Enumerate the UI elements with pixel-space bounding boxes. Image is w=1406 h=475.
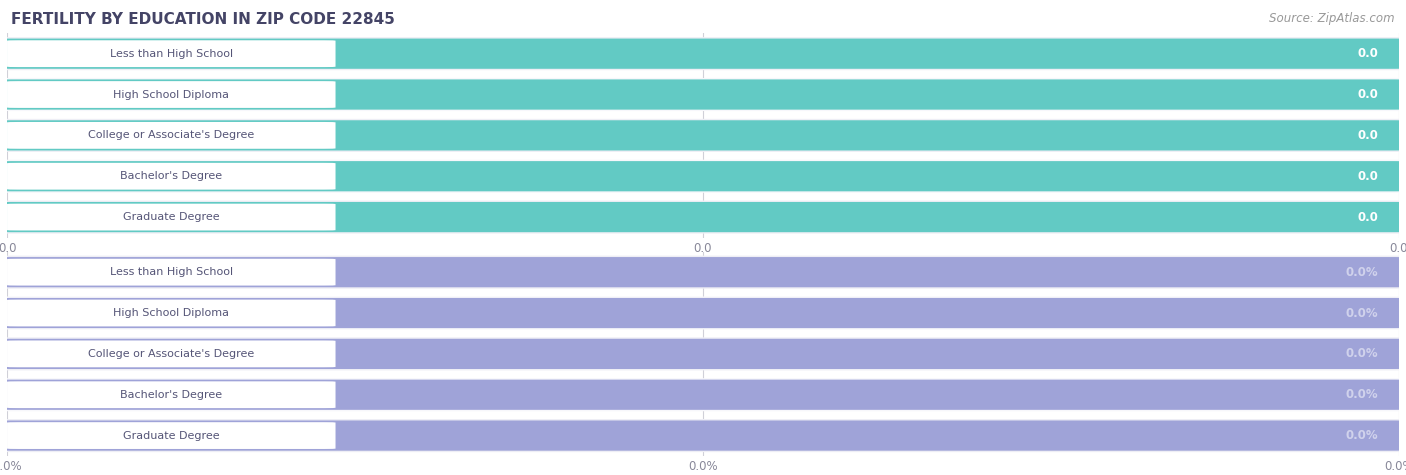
Text: 0.0: 0.0 (1357, 210, 1378, 224)
Text: 0.0%: 0.0% (1346, 429, 1378, 442)
FancyBboxPatch shape (0, 79, 1406, 110)
FancyBboxPatch shape (3, 78, 1403, 111)
FancyBboxPatch shape (0, 202, 1406, 232)
FancyBboxPatch shape (7, 300, 336, 326)
FancyBboxPatch shape (0, 298, 1406, 328)
FancyBboxPatch shape (3, 37, 1403, 70)
FancyBboxPatch shape (3, 256, 1403, 289)
FancyBboxPatch shape (0, 380, 1406, 410)
FancyBboxPatch shape (3, 200, 1403, 234)
FancyBboxPatch shape (7, 163, 336, 190)
FancyBboxPatch shape (0, 420, 1406, 451)
FancyBboxPatch shape (3, 119, 1403, 152)
FancyBboxPatch shape (0, 257, 1406, 287)
FancyBboxPatch shape (7, 381, 336, 408)
Text: 0.0: 0.0 (1357, 88, 1378, 101)
Text: Source: ZipAtlas.com: Source: ZipAtlas.com (1270, 12, 1395, 25)
FancyBboxPatch shape (3, 419, 1403, 452)
Text: 0.0%: 0.0% (1346, 388, 1378, 401)
Text: Bachelor's Degree: Bachelor's Degree (121, 390, 222, 400)
FancyBboxPatch shape (7, 422, 336, 449)
Text: High School Diploma: High School Diploma (114, 89, 229, 100)
Text: Less than High School: Less than High School (110, 48, 233, 59)
FancyBboxPatch shape (0, 339, 1406, 369)
Text: College or Associate's Degree: College or Associate's Degree (89, 349, 254, 359)
FancyBboxPatch shape (3, 296, 1403, 330)
Text: 0.0%: 0.0% (1346, 266, 1378, 279)
FancyBboxPatch shape (3, 378, 1403, 411)
Text: Graduate Degree: Graduate Degree (122, 430, 219, 441)
FancyBboxPatch shape (0, 120, 1406, 151)
FancyBboxPatch shape (7, 341, 336, 367)
Text: FERTILITY BY EDUCATION IN ZIP CODE 22845: FERTILITY BY EDUCATION IN ZIP CODE 22845 (11, 12, 395, 27)
FancyBboxPatch shape (7, 81, 336, 108)
FancyBboxPatch shape (7, 40, 336, 67)
Text: 0.0%: 0.0% (1346, 347, 1378, 361)
Text: 0.0: 0.0 (1357, 129, 1378, 142)
Text: 0.0%: 0.0% (1346, 306, 1378, 320)
Text: 0.0: 0.0 (1357, 47, 1378, 60)
FancyBboxPatch shape (7, 122, 336, 149)
FancyBboxPatch shape (0, 38, 1406, 69)
Text: Graduate Degree: Graduate Degree (122, 212, 219, 222)
Text: 0.0: 0.0 (1357, 170, 1378, 183)
FancyBboxPatch shape (0, 161, 1406, 191)
FancyBboxPatch shape (7, 259, 336, 285)
Text: High School Diploma: High School Diploma (114, 308, 229, 318)
FancyBboxPatch shape (7, 204, 336, 230)
Text: Less than High School: Less than High School (110, 267, 233, 277)
Text: Bachelor's Degree: Bachelor's Degree (121, 171, 222, 181)
FancyBboxPatch shape (3, 160, 1403, 193)
Text: College or Associate's Degree: College or Associate's Degree (89, 130, 254, 141)
FancyBboxPatch shape (3, 337, 1403, 370)
